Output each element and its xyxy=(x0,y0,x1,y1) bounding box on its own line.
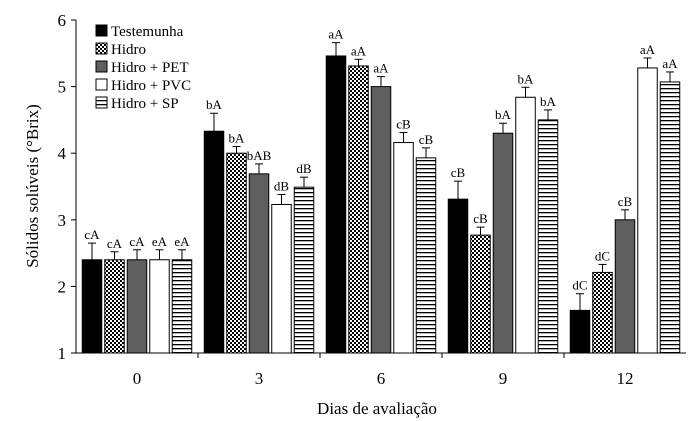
x-axis-label: Dias de avaliação xyxy=(317,399,437,418)
data-label: bA xyxy=(518,71,535,86)
data-label: dC xyxy=(595,248,610,263)
bar xyxy=(592,271,613,354)
legend-swatch xyxy=(95,42,108,55)
data-label: cB xyxy=(451,165,466,180)
bar xyxy=(569,309,591,354)
data-label: aA xyxy=(373,61,389,76)
data-label: eA xyxy=(174,234,190,249)
bar xyxy=(515,96,536,354)
data-label: bA xyxy=(206,97,223,112)
bar xyxy=(203,130,225,354)
bar xyxy=(248,173,270,354)
x-tick-label: 0 xyxy=(133,369,142,388)
legend-label: Hidro + PVC xyxy=(111,78,191,94)
y-tick-label: 5 xyxy=(58,78,67,97)
bar xyxy=(470,234,491,354)
x-tick-label: 3 xyxy=(255,369,264,388)
bar xyxy=(149,259,170,354)
data-label: cB xyxy=(618,194,633,209)
data-label: cB xyxy=(419,132,434,147)
bar xyxy=(415,157,437,354)
y-tick-label: 6 xyxy=(58,11,67,30)
bar xyxy=(126,259,148,354)
bar xyxy=(370,86,392,354)
legend-swatch xyxy=(95,96,108,109)
data-label: cA xyxy=(84,227,100,242)
data-label: cA xyxy=(129,234,145,249)
data-label: cA xyxy=(107,236,123,251)
bar xyxy=(226,152,247,354)
legend-label: Hidro + SP xyxy=(111,96,179,112)
legend-swatch xyxy=(95,60,108,73)
y-tick-label: 1 xyxy=(58,344,67,363)
y-tick-label: 3 xyxy=(58,211,67,230)
bar xyxy=(447,198,469,354)
data-label: dC xyxy=(572,278,587,293)
bar xyxy=(271,203,292,354)
data-label: cB xyxy=(396,117,411,132)
bar xyxy=(348,65,369,354)
bar xyxy=(614,219,636,354)
legend: Testemunha Hidro Hidro + PET Hidro + PVC Hid… xyxy=(95,24,191,112)
data-label: aA xyxy=(662,56,678,71)
bar xyxy=(104,259,125,354)
y-tick-label: 2 xyxy=(58,277,67,296)
bar xyxy=(81,259,103,354)
bar xyxy=(637,67,658,354)
y-axis-label: Sólidos solúveis (°Brix) xyxy=(23,104,42,268)
legend-label: Testemunha xyxy=(111,24,184,40)
bar xyxy=(325,55,347,354)
data-label: bAB xyxy=(247,148,272,163)
data-label: eA xyxy=(152,234,168,249)
data-label: dB xyxy=(296,161,312,176)
x-tick-label: 6 xyxy=(377,369,386,388)
data-label: bA xyxy=(495,107,512,122)
legend-swatch xyxy=(95,24,108,37)
data-label: bA xyxy=(229,131,246,146)
bar xyxy=(537,119,559,354)
bar xyxy=(293,186,315,354)
bar xyxy=(393,142,414,354)
data-label: aA xyxy=(640,42,656,57)
bar xyxy=(659,81,681,354)
data-label: bA xyxy=(540,94,557,109)
data-label: aA xyxy=(328,27,344,42)
legend-label: Hidro + PET xyxy=(111,60,189,76)
bar xyxy=(492,132,514,354)
x-tick-label: 12 xyxy=(617,369,634,388)
x-tick-label: 9 xyxy=(499,369,508,388)
data-label: cB xyxy=(473,211,488,226)
bar xyxy=(171,259,193,354)
legend-swatch xyxy=(95,78,108,91)
data-label: aA xyxy=(351,43,367,58)
legend-label: Hidro xyxy=(111,42,146,58)
data-label: dB xyxy=(274,178,290,193)
y-tick-label: 4 xyxy=(58,144,67,163)
